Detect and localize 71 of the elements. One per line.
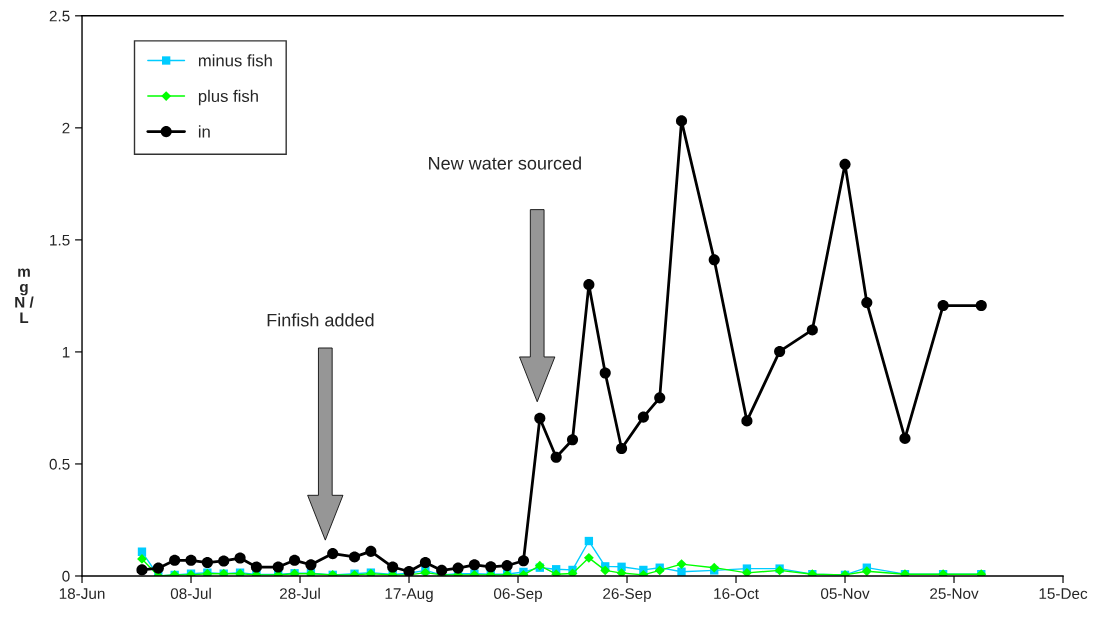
point (899, 432, 911, 444)
point (584, 536, 594, 546)
point (365, 545, 377, 557)
point (709, 562, 720, 573)
point (654, 565, 665, 576)
point (774, 345, 786, 358)
point (583, 279, 595, 291)
point (708, 254, 720, 266)
y-tick-label: 2.5 (49, 10, 70, 22)
point (861, 566, 872, 576)
point (600, 565, 611, 576)
point (201, 556, 213, 569)
point (676, 559, 687, 570)
x-tick-label: 16-Oct (714, 588, 759, 600)
x-tick-label: 15-Dec (1039, 588, 1088, 600)
point (616, 442, 628, 455)
x-tick-label: 28-Jul (279, 587, 320, 600)
point (452, 562, 464, 574)
y-tick-label: 1 (62, 346, 70, 358)
x-tick-label: 17-Aug (385, 588, 433, 603)
y-axis-title: m g N / L (15, 268, 34, 323)
point (485, 561, 497, 573)
point (250, 561, 262, 573)
point (218, 555, 230, 567)
point (305, 559, 317, 571)
point (806, 324, 818, 336)
point (550, 451, 562, 463)
annotation: Finfish added (267, 313, 374, 327)
point (136, 564, 148, 576)
point (839, 158, 851, 170)
point (741, 415, 753, 427)
point (616, 568, 627, 576)
point (937, 299, 949, 312)
legend-label: minus fish (198, 54, 272, 67)
point (272, 561, 284, 573)
x-tick-label: 06-Sep (493, 588, 543, 603)
annotation: New water sourced (429, 156, 581, 170)
point (534, 412, 546, 424)
point (289, 554, 301, 566)
x-tick-label: 26-Sep (603, 588, 652, 603)
point (975, 299, 987, 312)
y-tick-label: 2 (62, 122, 70, 134)
point (675, 115, 688, 127)
point (348, 551, 361, 563)
point (599, 367, 611, 379)
point (517, 555, 530, 567)
x-tick-label: 18-Jun (59, 588, 105, 600)
y-tick-label: 1.5 (50, 234, 70, 246)
y-tick-label: 0 (62, 570, 70, 582)
x-tick-label: 05-Nov (820, 588, 870, 600)
point (468, 559, 480, 571)
point (419, 556, 431, 569)
point (152, 562, 164, 574)
y-tick-label: 0.5 (49, 458, 70, 470)
legend-label: plus fish (198, 89, 258, 106)
x-tick-label: 25-Nov (930, 588, 979, 600)
point (654, 392, 666, 404)
point (185, 554, 197, 566)
point (677, 567, 686, 576)
point (169, 554, 181, 566)
point (637, 411, 649, 423)
point (137, 547, 147, 556)
x-tick-label: 08-Jul (170, 587, 211, 600)
point (566, 434, 579, 446)
point (501, 560, 513, 572)
point (234, 552, 246, 564)
point (387, 561, 399, 573)
point (861, 297, 873, 309)
point (583, 552, 594, 563)
point (327, 548, 339, 560)
legend-label: in (198, 125, 210, 138)
